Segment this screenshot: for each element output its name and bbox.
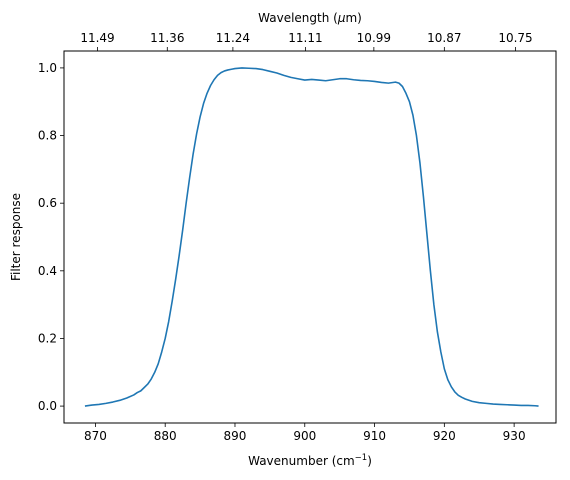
- top-x-tick-label: 10.99: [357, 31, 391, 45]
- top-x-axis-label: Wavelength (μm): [258, 11, 362, 25]
- y-tick-label: 0.6: [38, 196, 57, 210]
- chart-marks: 870 880 890 900 910 920 930 0.0 0.2 0.4 0.6 0.8 1.0 1…: [38, 31, 539, 443]
- x-tick-label: 880: [154, 429, 177, 443]
- top-x-tick-label: 10.87: [427, 31, 461, 45]
- y-tick-label: 0.8: [38, 129, 57, 143]
- x-tick-label: 920: [433, 429, 456, 443]
- y-tick-label: 0.4: [38, 264, 57, 278]
- top-x-tick-label: 11.49: [80, 31, 114, 45]
- x-tick-label: 870: [84, 429, 107, 443]
- top-x-tick-label: 10.75: [498, 31, 532, 45]
- y-tick-label: 0.2: [38, 331, 57, 345]
- top-x-tick-label: 11.36: [150, 31, 184, 45]
- top-x-tick-label: 11.11: [288, 31, 322, 45]
- x-tick-label: 890: [224, 429, 247, 443]
- x-tick-label: 910: [363, 429, 386, 443]
- top-x-tick-label: 11.24: [216, 31, 250, 45]
- y-tick-label: 1.0: [38, 61, 57, 75]
- plot-area-frame: [63, 50, 557, 424]
- x-tick-label: 900: [293, 429, 316, 443]
- x-tick-label: 930: [503, 429, 526, 443]
- y-tick-label: 0.0: [38, 399, 57, 413]
- y-axis-label: Filter response: [9, 193, 23, 281]
- x-axis-label: Wavenumber (cm−1): [248, 453, 372, 468]
- filter-response-line: [84, 67, 539, 407]
